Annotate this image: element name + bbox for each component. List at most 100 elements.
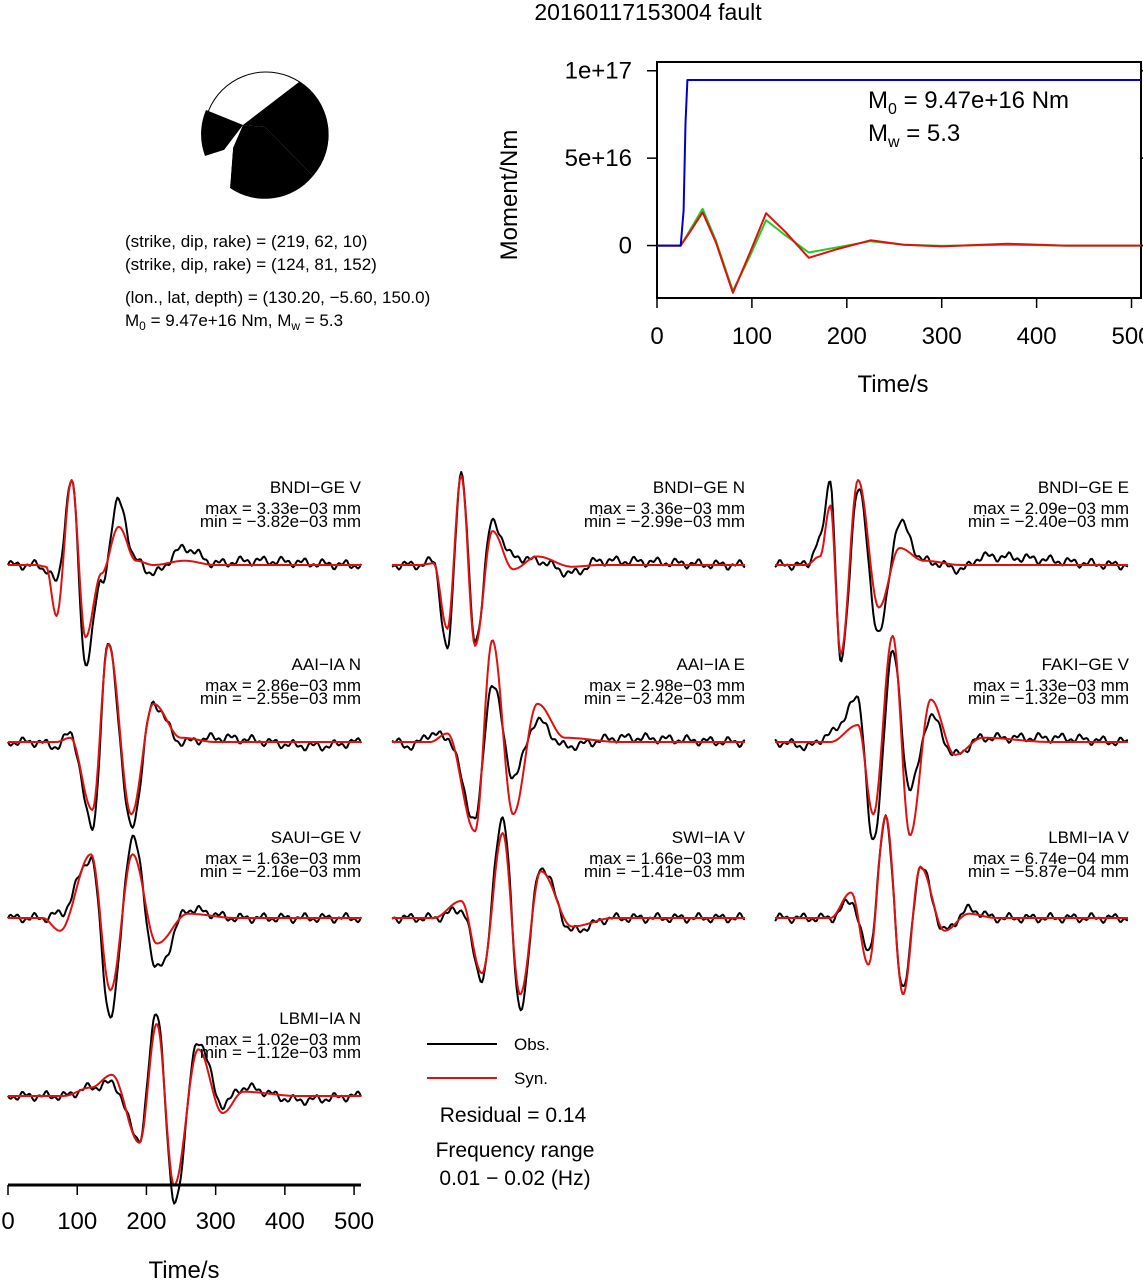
moment-xtick-label: 0 [650, 323, 663, 350]
min-amplitude: min = −1.41e−03 mm [584, 862, 745, 881]
max-amplitude: max = 3.36e−03 mm [589, 499, 745, 518]
moment-plot-frame [656, 61, 1142, 299]
legend-obs-label: Obs. [514, 1035, 550, 1054]
waveform-x-axis: 0 100 200 300 400 500 [1, 1183, 374, 1235]
station-label: FAKI−GE V [1042, 655, 1130, 674]
min-amplitude: min = −3.82e−03 mm [200, 512, 361, 531]
mechanism-moment: M0 = 9.47e+16 Nm, Mw = 5.3 [125, 311, 343, 333]
max-amplitude: max = 3.33e−03 mm [205, 499, 361, 518]
min-amplitude: min = −2.42e−03 mm [584, 689, 745, 708]
station-label: AAI−IA E [676, 655, 745, 674]
observed-trace [391, 685, 746, 820]
max-amplitude: max = 2.86e−03 mm [205, 676, 361, 695]
waveform-xtick-label: 300 [196, 1208, 236, 1235]
waveform-xlabel: Time/s [148, 1257, 219, 1281]
synthetic-trace [8, 1023, 361, 1187]
synthetic-trace [8, 853, 361, 992]
waveform-xtick-label: 100 [57, 1208, 97, 1235]
max-amplitude: max = 2.98e−03 mm [589, 676, 745, 695]
legend: Obs. Syn. Residual = 0.14 Frequency rang… [427, 1035, 594, 1190]
station-label: AAI−IA N [292, 655, 361, 674]
synthetic-trace [8, 479, 361, 639]
synthetic-trace [775, 815, 1128, 995]
moment-rate-green-line [657, 207, 1141, 292]
station-label: BNDI−GE V [270, 478, 362, 497]
min-amplitude: min = −5.87e−04 mm [968, 862, 1129, 881]
mechanism-location: (lon., lat, depth) = (130.20, −5.60, 150… [125, 288, 430, 307]
min-amplitude: min = −2.55e−03 mm [200, 689, 361, 708]
max-amplitude: max = 1.63e−03 mm [205, 849, 361, 868]
moment-xtick-label: 300 [922, 323, 962, 350]
moment-ylabel: Moment/Nm [496, 130, 523, 261]
waveform-xtick-label: 200 [126, 1208, 166, 1235]
station-label: SAUI−GE V [271, 828, 362, 847]
max-amplitude: max = 1.02e−03 mm [205, 1030, 361, 1049]
min-amplitude: min = −1.12e−03 mm [200, 1043, 361, 1062]
waveform-xtick-label: 0 [1, 1208, 14, 1235]
legend-syn-label: Syn. [514, 1069, 548, 1088]
max-amplitude: max = 1.66e−03 mm [589, 849, 745, 868]
waveform-xtick-label: 400 [265, 1208, 305, 1235]
moment-series [657, 79, 1141, 294]
observed-trace [391, 816, 746, 1012]
max-amplitude: max = 6.74e−04 mm [973, 849, 1129, 868]
observed-trace [391, 471, 746, 650]
moment-xlabel: Time/s [857, 371, 928, 398]
mechanism-plane-2: (strike, dip, rake) = (124, 81, 152) [125, 255, 377, 274]
observed-trace [7, 834, 362, 1019]
station-label: BNDI−GE E [1038, 478, 1129, 497]
moment-xtick-label: 500 [1111, 323, 1143, 350]
synthetic-trace [392, 639, 745, 833]
frequency-value: 0.01 − 0.02 (Hz) [439, 1167, 590, 1190]
residual-text: Residual = 0.14 [440, 1104, 587, 1127]
moment-xtick-label: 100 [732, 323, 772, 350]
observed-trace [7, 643, 362, 831]
figure-title: 20160117153004 fault [534, 0, 762, 25]
moment-axes: 0 5e+16 1e+17 0 100 200 300 400 500 [565, 58, 1143, 350]
moment-xtick-label: 400 [1017, 323, 1057, 350]
waveform-xtick-label: 500 [334, 1208, 374, 1235]
station-label: LBMI−IA V [1048, 828, 1129, 847]
synthetic-trace [392, 474, 745, 647]
min-amplitude: min = −2.40e−03 mm [968, 512, 1129, 531]
moment-ytick-label: 5e+16 [565, 145, 632, 172]
synthetic-trace [8, 643, 361, 816]
synthetic-trace [775, 479, 1128, 655]
moment-rate-red-line [657, 211, 1141, 294]
min-amplitude: min = −1.32e−03 mm [968, 689, 1129, 708]
min-amplitude: min = −2.16e−03 mm [200, 862, 361, 881]
mechanism-plane-1: (strike, dip, rake) = (219, 62, 10) [125, 232, 367, 251]
station-label: LBMI−IA N [279, 1009, 361, 1028]
max-amplitude: max = 1.33e−03 mm [973, 676, 1129, 695]
moment-xtick-label: 200 [827, 323, 867, 350]
frequency-label: Frequency range [436, 1139, 595, 1162]
moment-mw-annotation: Mw = 5.3 [868, 120, 960, 151]
station-label: SWI−IA V [672, 828, 746, 847]
moment-plot: 0 5e+16 1e+17 0 100 200 300 400 500 Moment/Nm Ti… [496, 58, 1143, 398]
synthetic-trace [775, 634, 1128, 837]
observed-trace [774, 814, 1129, 987]
beachball-icon [201, 71, 329, 199]
max-amplitude: max = 2.09e−03 mm [973, 499, 1129, 518]
min-amplitude: min = −2.99e−03 mm [584, 512, 745, 531]
observed-trace [774, 649, 1129, 841]
moment-ytick-label: 0 [619, 233, 632, 260]
moment-cumulative-line [657, 79, 1141, 247]
moment-m0-annotation: M0 = 9.47e+16 Nm [868, 87, 1069, 118]
moment-ytick-label: 1e+17 [565, 58, 632, 85]
station-label: BNDI−GE N [653, 478, 745, 497]
synthetic-trace [392, 832, 745, 996]
